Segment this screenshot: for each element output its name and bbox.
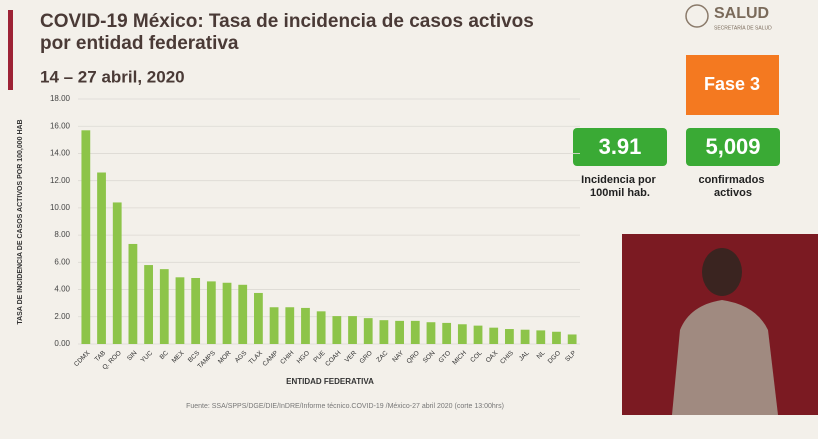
y-tick-label: 16.00 [50, 121, 71, 130]
bar [206, 281, 216, 344]
phase: Fase 3 [704, 74, 760, 94]
y-tick-label: 6.00 [54, 257, 70, 266]
date: 14 – 27 abril, 2020 [40, 67, 185, 86]
accent-bar [8, 10, 13, 90]
stat-box [573, 128, 667, 166]
bar [112, 202, 122, 344]
bar [316, 311, 326, 344]
y-axis-label: TASA DE INCIDENCIA DE CASOS ACTIVOS POR … [17, 119, 24, 324]
source: Fuente: SSA/SPPS/DGE/DIE/InDRE/Informe t… [186, 403, 504, 410]
bar [552, 331, 561, 344]
logo-sub: SECRETARÍA DE SALUD [714, 24, 772, 31]
bar [348, 316, 357, 344]
stat-value: 5,009 [705, 134, 760, 159]
x-tick-label: BC [159, 349, 171, 361]
bar [301, 307, 310, 344]
bar [144, 265, 153, 344]
bar [426, 322, 436, 344]
bar [410, 320, 420, 344]
bar [238, 284, 248, 344]
bar [489, 327, 499, 344]
y-tick-label: 14.00 [50, 149, 71, 158]
interpreter-head [702, 248, 742, 296]
bar [457, 324, 467, 344]
bar [395, 320, 404, 344]
interpreter-body [672, 300, 778, 415]
bar [442, 322, 452, 344]
bar [175, 277, 185, 344]
y-tick-label: 8.00 [54, 230, 70, 239]
bar [81, 130, 91, 344]
bar [222, 282, 232, 344]
bar [285, 307, 295, 344]
bar [128, 243, 138, 344]
bar [191, 277, 201, 344]
bar [332, 316, 342, 344]
logo: SALUD [714, 5, 769, 22]
title-line: COVID-19 México: Tasa de incidencia de c… [40, 11, 539, 54]
stat-value: 3.91 [599, 134, 642, 159]
bar [254, 292, 263, 344]
bar [567, 334, 577, 344]
y-tick-label: 18.00 [50, 94, 71, 103]
bar [97, 172, 106, 344]
logo-emblem [685, 4, 709, 28]
bar [473, 325, 483, 344]
stat-box [686, 128, 780, 166]
bar [269, 307, 279, 344]
y-tick-label: 10.00 [50, 203, 71, 212]
y-tick-label: 0.00 [54, 339, 70, 348]
y-tick-label: 2.00 [54, 312, 70, 321]
bar [363, 318, 373, 344]
phase-box [686, 55, 779, 115]
x-tick-label: NL [536, 349, 547, 360]
x-axis-label: ENTIDAD FEDERATIVA [286, 377, 374, 386]
bar [520, 329, 530, 344]
bar [505, 329, 514, 344]
y-tick-label: 12.00 [50, 176, 71, 185]
bar [159, 269, 169, 344]
bar [379, 320, 389, 344]
stat-label: Incidencia por 100mil hab. [581, 174, 659, 199]
stat-label: confirmados activos [698, 174, 767, 199]
y-tick-label: 4.00 [54, 285, 70, 294]
bar [536, 330, 546, 344]
